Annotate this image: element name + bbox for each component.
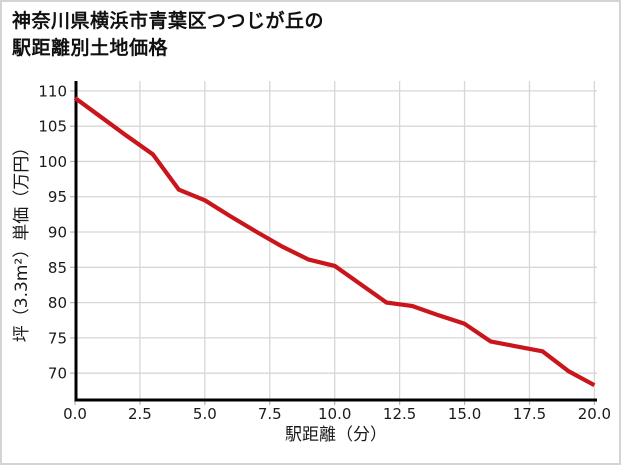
price-line (73, 96, 596, 388)
y-tick-label: 90 (48, 224, 67, 242)
x-tick-label: 0.0 (63, 405, 87, 423)
y-tick-label: 95 (48, 188, 67, 206)
y-tick-label: 100 (38, 153, 67, 171)
chart-title-line1: 神奈川県横浜市青葉区つつじが丘の (12, 10, 325, 32)
chart-title: 神奈川県横浜市青葉区つつじが丘の 駅距離別土地価格 (12, 8, 324, 62)
y-tick-labels: 70 75 80 85 90 95 100 105 110 (38, 82, 67, 382)
y-tick-label: 85 (48, 259, 67, 277)
chart-title-line2: 駅距離別土地価格 (12, 37, 169, 59)
y-axis-title: 坪（3.3m²）単価（万円） (12, 139, 32, 342)
x-tick-label: 20.0 (578, 405, 611, 423)
y-tick-label: 110 (38, 82, 67, 100)
gridlines (75, 81, 597, 400)
x-tick-label: 7.5 (258, 405, 282, 423)
x-axis-title: 駅距離（分） (285, 425, 387, 445)
tick-marks (70, 90, 596, 405)
y-tick-label: 105 (38, 118, 67, 136)
x-tick-label: 5.0 (193, 405, 217, 423)
y-tick-label: 80 (48, 294, 67, 312)
y-tick-label: 75 (48, 329, 67, 347)
x-tick-label: 12.5 (383, 405, 416, 423)
y-tick-label: 70 (48, 365, 67, 383)
x-tick-label: 2.5 (128, 405, 152, 423)
x-tick-label: 15.0 (448, 405, 481, 423)
x-tick-label: 17.5 (513, 405, 546, 423)
x-tick-label: 10.0 (318, 405, 351, 423)
x-tick-labels: 0.0 2.5 5.0 7.5 10.0 12.5 15.0 17.5 20.0 (63, 405, 611, 423)
